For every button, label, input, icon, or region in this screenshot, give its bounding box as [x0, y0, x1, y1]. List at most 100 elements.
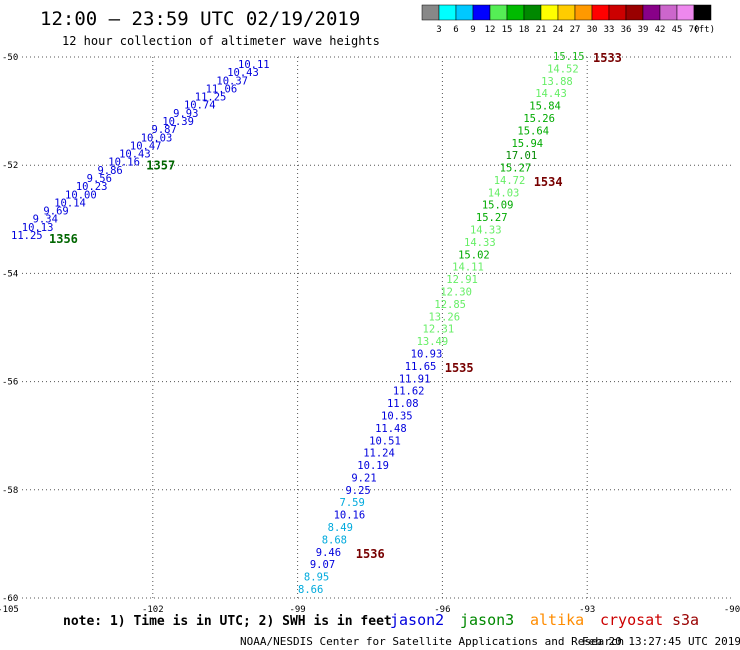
- scale-swatch: [455, 4, 474, 21]
- wave-height-label: 10.16: [108, 157, 140, 169]
- wave-height-label: 9.25: [345, 485, 370, 497]
- wave-height-label: 13.88: [541, 76, 573, 88]
- scale-tick-label: 3: [436, 25, 441, 35]
- wave-height-label: 10.13: [22, 222, 54, 234]
- legend-cryosat: cryosat: [600, 611, 663, 629]
- scale-swatch: [523, 4, 542, 21]
- wave-height-label: 10.43: [119, 149, 151, 161]
- scale-tick-label: 30: [587, 25, 598, 35]
- wave-height-label: 14.11: [452, 262, 484, 274]
- wave-height-label: 12.30: [440, 287, 472, 299]
- wave-height-label: 10.37: [216, 75, 248, 87]
- map-subtitle: 12 hour collection of altimeter wave hei…: [62, 34, 380, 48]
- wave-height-label: 15.09: [482, 200, 514, 212]
- wave-height-label: 11.48: [375, 423, 407, 435]
- wave-height-label: 10.11: [238, 59, 270, 71]
- wave-height-label: 14.33: [464, 237, 496, 249]
- lat-tick-label: -56: [2, 378, 18, 388]
- wave-height-label: 15.27: [500, 163, 532, 175]
- scale-tick-label: 18: [519, 25, 530, 35]
- wave-height-label: 9.21: [351, 472, 376, 484]
- lat-tick-label: -54: [2, 269, 18, 279]
- lon-tick-label: -96: [434, 605, 450, 615]
- scale-unit: (ft): [693, 25, 715, 35]
- scale-swatch: [608, 4, 627, 21]
- scale-tick-label: 15: [502, 25, 513, 35]
- legend-jason3: jason3: [460, 611, 514, 629]
- scale-swatch: [676, 4, 695, 21]
- pass-time-label: 1357: [146, 159, 175, 173]
- scale-swatch: [472, 4, 491, 21]
- wave-height-label: 15.26: [523, 113, 555, 125]
- wave-height-label: 12.85: [434, 299, 466, 311]
- scale-tick-label: 45: [672, 25, 683, 35]
- scale-swatch: [693, 4, 712, 21]
- scale-swatch: [506, 4, 525, 21]
- wave-height-label: 10.47: [130, 140, 162, 152]
- pass-time-label: 1533: [593, 51, 622, 65]
- wave-height-label: 10.23: [76, 181, 108, 193]
- wave-height-label: 15.27: [476, 212, 508, 224]
- scale-tick-label: 6: [453, 25, 458, 35]
- wave-height-label: 11.62: [393, 386, 425, 398]
- scale-swatch: [421, 4, 440, 21]
- wave-height-label: 10.74: [184, 100, 216, 112]
- lon-tick-label: -99: [289, 605, 305, 615]
- lon-tick-label: -93: [579, 605, 595, 615]
- scale-tick-label: 12: [485, 25, 496, 35]
- wave-height-label: 11.91: [399, 373, 431, 385]
- lat-tick-label: -60: [2, 594, 18, 604]
- wave-height-label: 11.65: [405, 361, 437, 373]
- map-title: 12:00 – 23:59 UTC 02/19/2019: [40, 8, 360, 30]
- wave-height-label: 10.39: [162, 116, 194, 128]
- satellite-legend: jason2 jason3 altika cryosat s3a: [390, 611, 699, 629]
- pass-time-label: 1536: [356, 547, 385, 561]
- pass-time-label: 1356: [49, 232, 78, 246]
- wave-height-label: 15.15: [553, 51, 585, 63]
- wave-height-label: 9.34: [33, 214, 58, 226]
- scale-tick-label: 33: [604, 25, 615, 35]
- wave-height-label: 14.33: [470, 225, 502, 237]
- wave-height-label: 11.25: [11, 230, 43, 242]
- wave-height-label: 11.25: [195, 92, 227, 104]
- color-scale: 3 6 9 12 15 18 21 24 27 30 33 36 39 42 45 70(ft): [421, 4, 715, 35]
- wave-height-label: 10.35: [381, 410, 413, 422]
- map-grid: -105 -102 -99 -96 -93 -90 -50 -52 -54 -56 -58 -60: [0, 53, 740, 615]
- wave-height-label: 8.95: [304, 572, 329, 584]
- scale-swatch: [557, 4, 576, 21]
- scale-swatch: [659, 4, 678, 21]
- scale-swatch: [625, 4, 644, 21]
- credit-line: NOAA/NESDIS Center for Satellite Applica…: [240, 635, 624, 648]
- scale-tick-label: 39: [638, 25, 649, 35]
- wave-height-label: 10.51: [369, 435, 401, 447]
- wave-height-label: 14.03: [488, 187, 520, 199]
- wave-height-label: 9.56: [87, 173, 112, 185]
- wave-height-label: 9.07: [310, 559, 335, 571]
- lat-tick-label: -50: [2, 53, 18, 63]
- wave-height-label: 13.26: [428, 311, 460, 323]
- wave-height-label: 12.31: [423, 324, 455, 336]
- scale-tick-label: 24: [553, 25, 564, 35]
- scale-swatch: [574, 4, 593, 21]
- wave-height-label: 14.72: [494, 175, 526, 187]
- wave-height-label: 8.66: [298, 584, 323, 596]
- generated-time: Feb 20 13:27:45 UTC 2019: [582, 635, 740, 648]
- scale-tick-label: 27: [570, 25, 581, 35]
- wave-height-label: 9.93: [173, 108, 198, 120]
- scale-swatch: [438, 4, 457, 21]
- wave-height-label: 8.68: [322, 534, 347, 546]
- wave-height-label: 10.19: [357, 460, 389, 472]
- wave-height-label: 8.49: [328, 522, 353, 534]
- pass-time-label: 1535: [445, 361, 474, 375]
- lon-tick-label: -102: [142, 605, 164, 615]
- scale-swatch: [591, 4, 610, 21]
- wave-height-label: 14.52: [547, 63, 579, 75]
- footnote: note: 1) Time is in UTC; 2) SWH is in fe…: [63, 614, 392, 629]
- pass-time-label: 1534: [534, 175, 563, 189]
- wave-height-label: 9.86: [97, 165, 122, 177]
- scale-tick-label: 70: [689, 25, 700, 35]
- scale-tick-label: 9: [470, 25, 475, 35]
- wave-height-label: 9.87: [152, 124, 177, 136]
- wave-height-label: 15.02: [458, 249, 490, 261]
